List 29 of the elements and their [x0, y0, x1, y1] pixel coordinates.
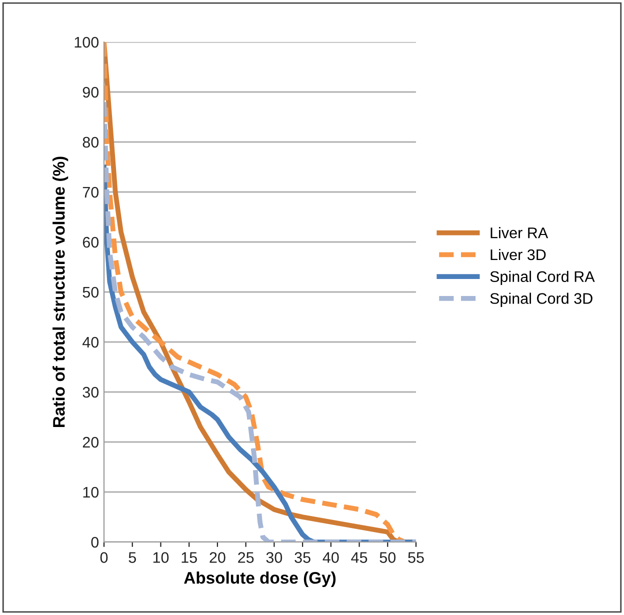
legend-label: Spinal Cord 3D	[490, 292, 592, 307]
x-tick-label: 30	[266, 552, 282, 563]
legend-label: Liver 3D	[490, 248, 546, 260]
x-tick-label: 35	[294, 552, 310, 563]
x-tick-label: 25	[238, 552, 254, 563]
x-tick-label: 50	[380, 552, 396, 563]
x-tick-label: 15	[182, 552, 197, 563]
x-tick-label: 45	[351, 552, 368, 563]
legend-label: Spinal Cord RA	[490, 270, 595, 286]
legend-label: Liver RA	[490, 227, 548, 238]
x-axis-title: Absolute dose (Gy)	[184, 572, 336, 588]
x-tick-label: 40	[322, 552, 339, 563]
x-tick-label: 55	[408, 552, 424, 563]
y-tick-label: 0	[91, 536, 99, 548]
y-tick-label: 60	[82, 236, 99, 248]
y-tick-label: 100	[74, 36, 99, 48]
y-tick-label: 10	[83, 486, 99, 498]
x-tick-label: 20	[210, 552, 226, 563]
x-tick-label: 0	[100, 552, 108, 563]
y-tick-label: 30	[82, 386, 99, 398]
y-tick-label: 40	[82, 336, 99, 348]
y-tick-label: 50	[82, 286, 99, 298]
y-tick-label: 80	[82, 136, 99, 148]
y-tick-label: 90	[82, 86, 99, 98]
y-axis-title: Ratio of total structure volume (%)	[52, 156, 68, 427]
y-tick-label: 20	[82, 436, 99, 448]
x-tick-label: 5	[128, 552, 136, 563]
x-tick-label: 10	[153, 552, 169, 563]
y-tick-label: 70	[82, 186, 99, 198]
